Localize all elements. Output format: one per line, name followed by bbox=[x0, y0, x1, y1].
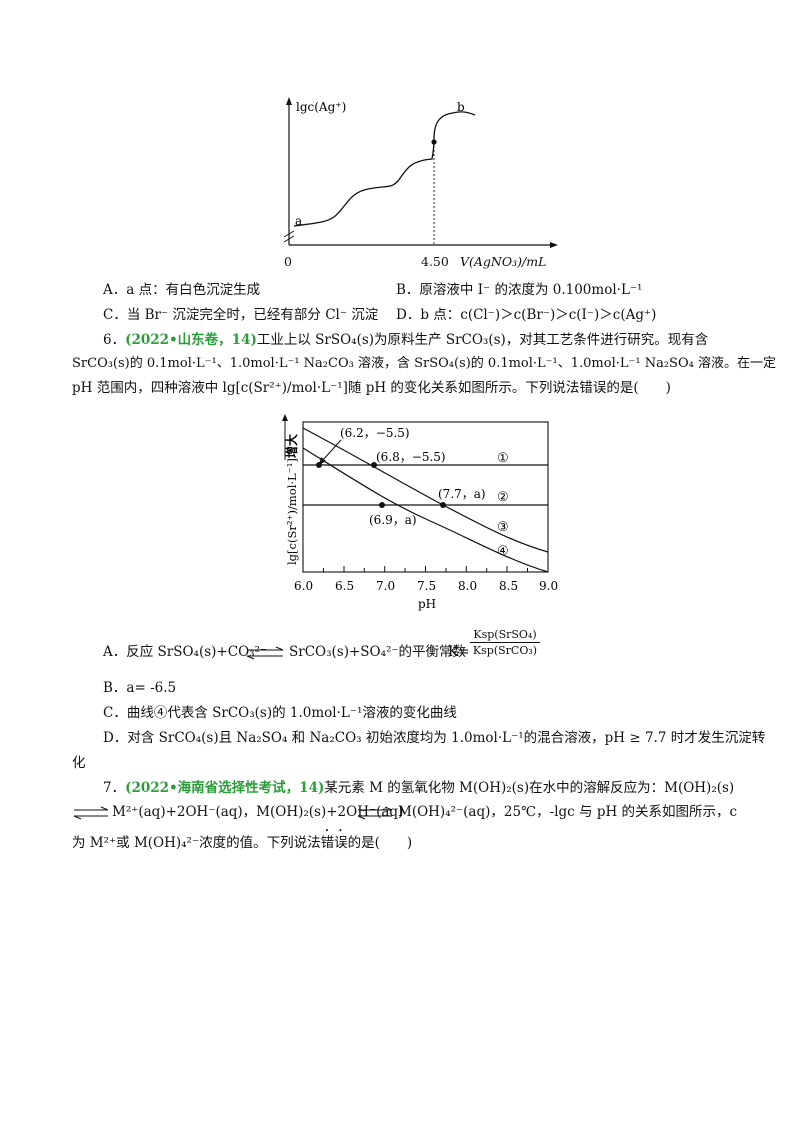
curve-label-4: ④ bbox=[497, 544, 509, 559]
q6-line1: 6．(2022•山东卷，14)工业上以 SrSO₄(s)为原料生产 SrCO₃(… bbox=[103, 330, 708, 350]
q5-option-d: D．b 点：c(Cl⁻)＞c(Br⁻)＞c(I⁻)＞c(Ag⁺) bbox=[396, 307, 657, 323]
svg-text:6.0: 6.0 bbox=[294, 579, 313, 593]
q6-number: 6． bbox=[103, 332, 126, 348]
plot-frame bbox=[302, 421, 549, 573]
q6-line2: SrCO₃(s)的 0.1mol·L⁻¹、1.0mol·L⁻¹ Na₂CO₃ 溶… bbox=[72, 356, 776, 371]
axis-break bbox=[283, 230, 295, 238]
q7-text3a: 为 M²⁺或 M(OH)₄²⁻浓度的值。下列说法 bbox=[72, 835, 321, 851]
point-6-8 bbox=[371, 462, 377, 468]
y-axis-arrow bbox=[286, 97, 292, 105]
sr-ph-figure: (6.2，−5.5) (6.8，−5.5) (7.7，a) (6.9，a) ① … bbox=[282, 414, 558, 611]
q6-option-a-pre: A．反应 SrSO₄(s)+CO₃²⁻ bbox=[103, 644, 268, 660]
q5-option-c: C．当 Br⁻ 沉淀完全时，已经有部分 Cl⁻ 沉淀 bbox=[103, 307, 379, 323]
equilibrium-arrow-2 bbox=[73, 806, 109, 820]
annotation-6-9: (6.9，a) bbox=[369, 513, 417, 527]
point-6-9 bbox=[379, 502, 385, 508]
q7-number: 7． bbox=[103, 780, 126, 796]
svg-text:7.5: 7.5 bbox=[417, 579, 436, 593]
q6-option-d-line1: D．对含 SrCO₄(s)且 Na₂SO₄ 和 Na₂CO₃ 初始浓度均为 1.… bbox=[103, 730, 766, 746]
svg-text:6.5: 6.5 bbox=[335, 579, 354, 593]
y-axis-label: lgc(Ag⁺) bbox=[296, 100, 346, 114]
k-fraction: Ksp(SrSO₄) Ksp(SrCO₃) bbox=[470, 628, 540, 657]
k-numerator: Ksp(SrSO₄) bbox=[470, 628, 540, 643]
q6-text1: 工业上以 SrSO₄(s)为原料生产 SrCO₃(s)，对其工艺条件进行研究。现… bbox=[256, 332, 709, 348]
y-increase-label: 增大 bbox=[284, 434, 299, 458]
svg-text:7.0: 7.0 bbox=[376, 579, 395, 593]
q6-line3: pH 范围内，四种溶液中 lg[c(Sr²⁺)/mol·L⁻¹]随 pH 的变化… bbox=[72, 380, 671, 396]
q7-line2a: M²⁺(aq)+2OH⁻(aq)，M(OH)₂(s)+2OH⁻(aq) bbox=[112, 804, 404, 820]
x-axis-arrow bbox=[550, 242, 558, 248]
q7-source: (2022•海南省选择性考试，14) bbox=[125, 780, 325, 796]
q6-option-c: C．曲线④代表含 SrCO₃(s)的 1.0mol·L⁻¹溶液的变化曲线 bbox=[103, 705, 457, 721]
axis-break bbox=[283, 235, 295, 243]
titration-curve bbox=[293, 111, 476, 227]
x-tick-label: 4.50 bbox=[421, 254, 449, 269]
q7-text1: 某元素 M 的氢氧化物 M(OH)₂(s)在水中的溶解反应为：M(OH)₂(s) bbox=[324, 780, 735, 796]
equilibrium-arrow bbox=[246, 646, 284, 660]
x-tick-labels: 6.0 6.5 7.0 7.5 8.0 8.5 9.0 bbox=[294, 579, 558, 593]
point-a-label: a bbox=[295, 214, 302, 228]
x-axis-label: pH bbox=[418, 597, 436, 611]
titration-figure: lgc(Ag⁺) a b bbox=[283, 97, 558, 248]
point-7-7 bbox=[440, 502, 446, 508]
svg-text:8.5: 8.5 bbox=[499, 579, 518, 593]
curve-3 bbox=[302, 427, 549, 553]
annotation-6-8: (6.8，−5.5) bbox=[376, 450, 446, 464]
svg-text:8.0: 8.0 bbox=[458, 579, 477, 593]
curve-4 bbox=[302, 447, 549, 573]
q7-emphasis: 错误 bbox=[320, 835, 348, 851]
q6-source: (2022•山东卷，14) bbox=[125, 332, 257, 348]
q7-line1: 7．(2022•海南省选择性考试，14)某元素 M 的氢氧化物 M(OH)₂(s… bbox=[103, 778, 734, 798]
svg-text:9.0: 9.0 bbox=[539, 579, 558, 593]
k-label: K= bbox=[448, 644, 470, 660]
equilibrium-arrow-3 bbox=[357, 806, 393, 820]
x-axis-label: V(AgNO₃)/mL bbox=[460, 254, 547, 269]
annotation-7-7: (7.7，a) bbox=[438, 487, 486, 501]
curve-label-1: ① bbox=[497, 451, 509, 466]
x-ticks bbox=[322, 566, 528, 572]
y-axis-label: lg[c(Sr²⁺)/mol·L⁻¹] bbox=[285, 458, 299, 565]
q6-option-d-line2: 化 bbox=[72, 755, 86, 771]
curve-label-3: ③ bbox=[497, 520, 509, 535]
q5-option-a: A．a 点：有白色沉淀生成 bbox=[103, 282, 261, 298]
q7-line3: 为 M²⁺或 M(OH)₄²⁻浓度的值。下列说法错误的是( ) bbox=[72, 827, 412, 853]
q7-text3c: 的是( ) bbox=[347, 835, 413, 851]
origin-label: 0 bbox=[284, 254, 292, 269]
curve-label-2: ② bbox=[497, 490, 509, 505]
q7-line2b: M(OH)₄²⁻(aq)，25℃，-lgc 与 pH 的关系如图所示，c bbox=[398, 804, 738, 820]
annotation-arrow bbox=[321, 439, 342, 462]
q6-option-a-post: SrCO₃(s)+SO₄²⁻的平衡常数 bbox=[289, 644, 467, 660]
annotation-6-2: (6.2，−5.5) bbox=[340, 426, 410, 440]
point-b-label: b bbox=[457, 100, 465, 114]
q5-option-b: B．原溶液中 I⁻ 的浓度为 0.100mol·L⁻¹ bbox=[396, 282, 643, 298]
q6-option-b: B．a= -6.5 bbox=[103, 680, 177, 696]
k-denominator: Ksp(SrCO₃) bbox=[472, 644, 538, 657]
